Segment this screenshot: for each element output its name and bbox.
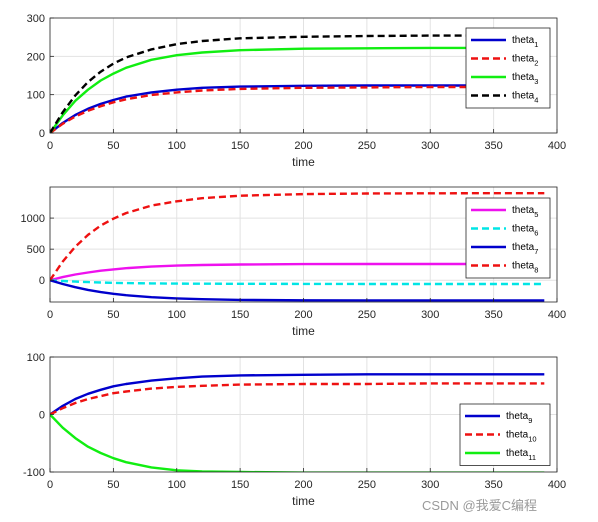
legend-box: [465, 197, 551, 279]
x-tick-label: 50: [107, 479, 119, 491]
legend-entry-theta2: theta2: [512, 54, 538, 68]
series-line-theta11: [50, 413, 545, 472]
legend-entry-theta7: theta7: [512, 242, 538, 256]
x-tick-label: 0: [47, 479, 53, 491]
x-tick-label: 200: [294, 309, 312, 321]
y-tick-label: 1000: [21, 213, 45, 225]
legend: theta9 theta10 theta11: [459, 403, 551, 466]
legend-entry-theta8: theta8: [512, 261, 538, 275]
legend-entry-theta4: theta4: [512, 91, 538, 105]
x-tick-label: 350: [484, 479, 502, 491]
series-line-theta1: [50, 84, 545, 133]
x-axis-label: time: [292, 324, 315, 338]
x-axis-label: time: [292, 155, 315, 169]
y-tick-label: 200: [27, 51, 45, 63]
legend-entry-theta1: theta1: [512, 35, 538, 49]
x-tick-label: 250: [358, 140, 376, 152]
x-axis-label: time: [292, 494, 315, 508]
x-tick-label: 200: [294, 140, 312, 152]
y-tick-label: 0: [39, 275, 45, 287]
y-tick-label: 300: [27, 13, 45, 25]
x-tick-label: 100: [168, 140, 186, 152]
watermark: CSDN @我爱C编程: [422, 498, 537, 513]
x-tick-label: 100: [168, 309, 186, 321]
subplot-2: 0 50 100 150 200 250 300 350 400 0 500 1000 time thet…: [21, 186, 566, 338]
x-tick-label: 400: [548, 140, 566, 152]
legend-entry-theta11: theta11: [506, 448, 536, 462]
x-tick-label: 300: [421, 479, 439, 491]
x-tick-label: 400: [548, 479, 566, 491]
series-line-theta5: [50, 262, 545, 282]
x-tick-label: 300: [421, 309, 439, 321]
x-tick-label: 0: [47, 140, 53, 152]
series-line-theta8: [50, 192, 545, 281]
y-tick-label: 100: [27, 90, 45, 102]
x-tick-label: 100: [168, 479, 186, 491]
y-tick-label: -100: [23, 467, 45, 479]
series-line-theta4: [50, 34, 545, 133]
x-tick-label: 300: [421, 140, 439, 152]
x-tick-label: 250: [358, 309, 376, 321]
legend-entry-theta5: theta5: [512, 205, 538, 219]
x-tick-label: 150: [231, 309, 249, 321]
legend-entry-theta3: theta3: [512, 72, 538, 86]
legend-box: [465, 27, 551, 109]
y-tick-label: 500: [27, 244, 45, 256]
series-line-theta6: [50, 279, 545, 286]
legend-entry-theta10: theta10: [506, 430, 537, 444]
series-line-theta7: [50, 279, 545, 302]
legend: theta1 theta2 theta3 theta4: [465, 27, 551, 109]
y-tick-label: 0: [39, 128, 45, 140]
series-line-theta2: [50, 85, 545, 133]
series-line-theta10: [50, 382, 545, 416]
x-tick-label: 400: [548, 309, 566, 321]
series-group: [50, 34, 545, 133]
legend-entry-theta6: theta6: [512, 224, 538, 238]
y-tick-label: 0: [39, 410, 45, 422]
x-tick-label: 50: [107, 140, 119, 152]
x-tick-label: 200: [294, 479, 312, 491]
x-tick-label: 350: [484, 140, 502, 152]
series-line-theta3: [50, 46, 545, 133]
series-group: [50, 373, 545, 472]
series-group: [50, 192, 545, 302]
legend-box: [459, 403, 551, 466]
x-tick-label: 150: [231, 140, 249, 152]
subplot-1: 0 50 100 150 200 250 300 350 400 0 100 200 300 time th…: [27, 13, 567, 169]
subplot-3: 0 50 100 150 200 250 300 350 400-1000100timethet…: [23, 352, 566, 508]
series-line-theta9: [50, 373, 545, 416]
legend-entry-theta9: theta9: [506, 411, 532, 425]
y-tick-label: 100: [27, 352, 45, 364]
x-tick-label: 50: [107, 309, 119, 321]
x-tick-label: 250: [358, 479, 376, 491]
x-tick-label: 350: [484, 309, 502, 321]
x-tick-label: 0: [47, 309, 53, 321]
legend: theta5 theta6 theta7 theta8: [465, 197, 551, 279]
x-tick-label: 150: [231, 479, 249, 491]
